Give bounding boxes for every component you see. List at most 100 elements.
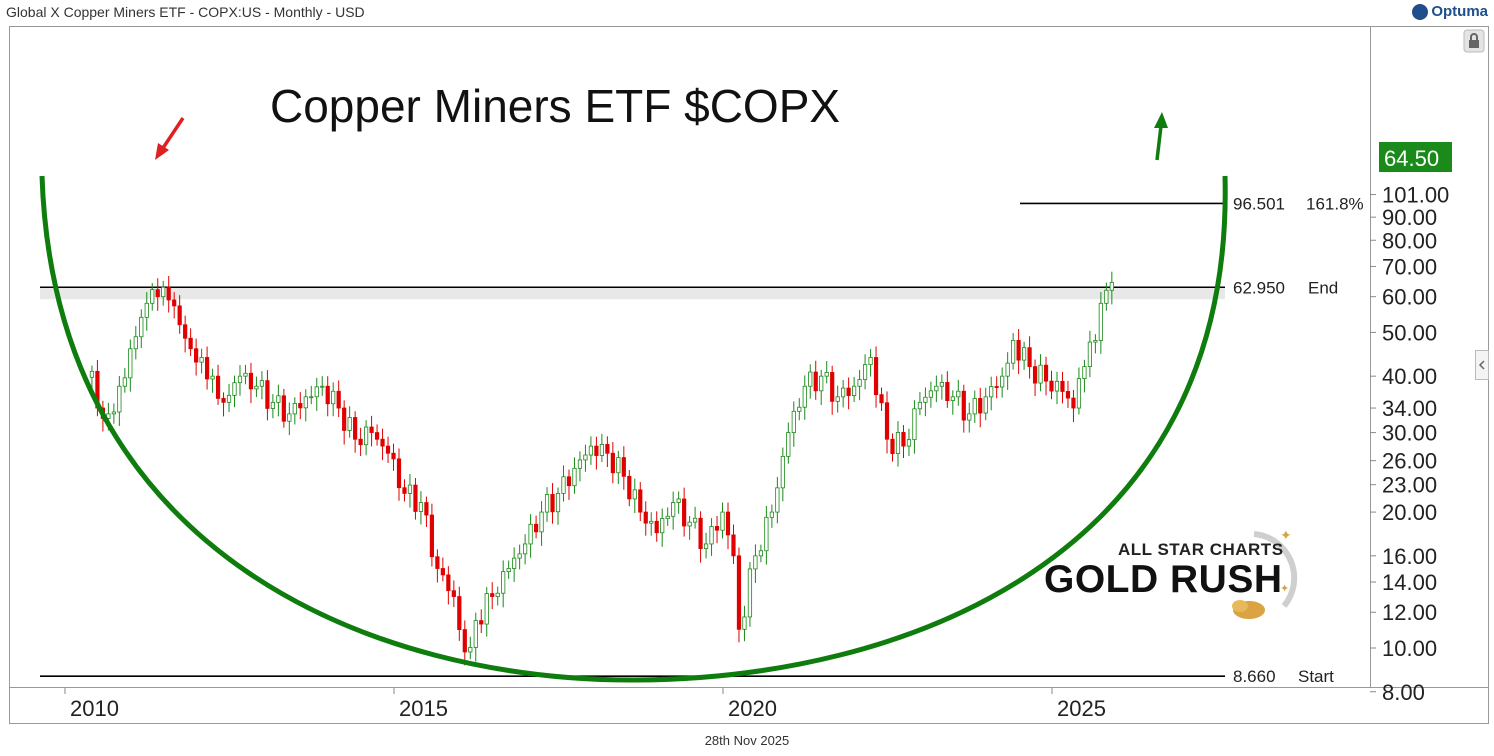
candle-body <box>462 629 467 653</box>
candle-body <box>298 403 303 409</box>
candle-body <box>912 408 917 441</box>
candle-body <box>533 523 539 533</box>
candle-body <box>1109 282 1114 291</box>
svg-text:✦: ✦ <box>1280 583 1289 595</box>
y-tick-label: 8.00 <box>1382 680 1425 705</box>
candle-body <box>363 426 369 446</box>
time-axis[interactable] <box>9 688 1489 724</box>
candle-body <box>939 381 944 387</box>
candle-body <box>731 534 736 557</box>
candle-body <box>660 518 665 534</box>
candle-body <box>232 382 237 396</box>
candle-body <box>402 487 407 494</box>
candle-body <box>928 390 933 398</box>
candle-body <box>418 502 424 512</box>
candle-body <box>473 620 478 648</box>
candle-body <box>1065 391 1071 399</box>
candle-body <box>1054 380 1060 392</box>
candle-body <box>862 364 868 380</box>
candle-body <box>583 454 588 461</box>
candle-body <box>714 526 720 531</box>
candle-body <box>1032 366 1038 384</box>
y-tick-label: 20.00 <box>1382 500 1437 525</box>
candle-body <box>588 445 594 456</box>
y-tick-label: 80.00 <box>1382 228 1437 253</box>
candle-body <box>1060 380 1065 392</box>
candle-body <box>161 286 166 298</box>
candle-body <box>1016 340 1021 361</box>
candle-body <box>835 396 840 402</box>
candle-body <box>621 457 626 477</box>
candle-body <box>1087 341 1092 368</box>
candle-body <box>183 324 188 339</box>
candle-body <box>1043 364 1049 382</box>
resistance-zone <box>40 287 1225 300</box>
candle-body <box>1038 364 1043 384</box>
candle-body <box>720 511 725 531</box>
candle-body <box>884 402 890 440</box>
lock-icon[interactable] <box>1463 29 1485 53</box>
x-tick-label: 2015 <box>399 696 448 721</box>
candle-body <box>577 459 583 469</box>
level-tag: End <box>1308 278 1338 297</box>
candle-body <box>155 289 160 298</box>
candle-body <box>1000 375 1005 388</box>
candle-body <box>281 395 286 422</box>
candle-body <box>369 426 374 433</box>
y-tick-label: 40.00 <box>1382 364 1437 389</box>
candle-body <box>226 394 232 403</box>
candle-body <box>1005 362 1010 377</box>
candle-body <box>687 521 692 527</box>
candle-body <box>413 484 418 512</box>
candle-body <box>248 372 254 390</box>
candle-body <box>204 357 210 380</box>
candle-body <box>599 444 604 456</box>
candle-body <box>594 445 599 456</box>
last-price-text: 64.50 <box>1384 146 1439 171</box>
candle-body <box>550 494 555 513</box>
candle-body <box>627 475 632 500</box>
candle-body <box>506 568 511 573</box>
candle-body <box>791 410 796 433</box>
red-arrow-shaft <box>161 117 185 149</box>
candle-body <box>819 375 824 392</box>
candle-body <box>122 377 127 387</box>
svg-text:✦: ✦ <box>1280 527 1292 543</box>
candle-body <box>753 555 758 570</box>
y-tick-label: 70.00 <box>1382 254 1437 279</box>
candle-body <box>736 555 742 630</box>
candle-body <box>523 543 528 555</box>
candle-body <box>967 413 972 421</box>
candle-body <box>331 390 336 405</box>
candle-body <box>353 417 358 440</box>
plot-area[interactable] <box>9 26 1371 688</box>
candle-body <box>643 511 648 524</box>
candle-body <box>139 316 144 338</box>
candle-body <box>237 375 243 384</box>
candle-body <box>221 398 226 403</box>
candle-body <box>649 520 654 524</box>
collapse-panel-icon[interactable] <box>1475 350 1489 380</box>
candle-body <box>325 385 330 405</box>
candle-body <box>566 476 572 487</box>
candle-body <box>605 444 610 454</box>
candle-body <box>1104 289 1109 304</box>
candle-body <box>895 432 901 454</box>
last-price-tag: 64.50 <box>1379 142 1452 172</box>
candle-body <box>961 390 966 421</box>
candle-body <box>177 305 182 326</box>
candle-body <box>824 372 829 377</box>
candle-body <box>890 438 895 454</box>
candle-body <box>703 543 709 550</box>
candle-body <box>1082 366 1087 379</box>
candle-body <box>528 523 533 545</box>
candle-body <box>654 520 659 534</box>
brand: Optuma <box>1412 3 1488 20</box>
candle-body <box>1011 340 1016 364</box>
candle-body <box>742 616 747 630</box>
y-tick-label: 34.00 <box>1382 396 1437 421</box>
candle-body <box>440 568 445 576</box>
candle-body <box>495 592 500 597</box>
x-tick-label: 2020 <box>728 696 777 721</box>
candle-body <box>457 596 462 630</box>
